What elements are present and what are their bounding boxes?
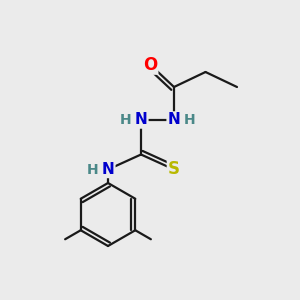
Text: H: H	[87, 163, 98, 176]
Text: N: N	[135, 112, 147, 128]
Text: O: O	[143, 56, 157, 74]
Text: H: H	[184, 113, 195, 127]
Text: H: H	[120, 113, 131, 127]
Text: S: S	[168, 160, 180, 178]
Text: N: N	[168, 112, 180, 128]
Text: N: N	[102, 162, 114, 177]
